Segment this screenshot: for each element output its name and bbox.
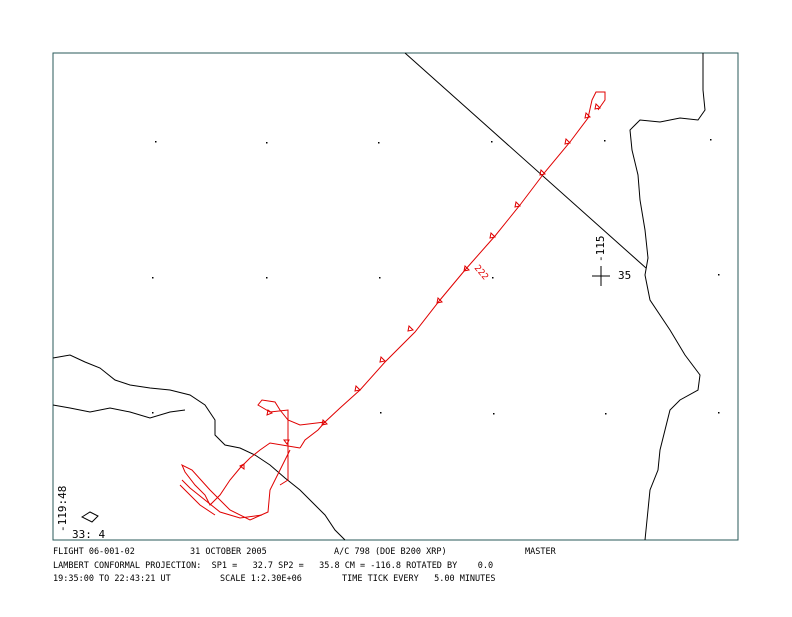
scale: SCALE 1:2.30E+06 bbox=[220, 574, 302, 584]
flight-track bbox=[179, 91, 606, 521]
time-range: 19:35:00 TO 22:43:21 UT bbox=[53, 574, 171, 584]
corner-latitude: 33: 4 bbox=[72, 528, 105, 541]
mode: MASTER bbox=[525, 547, 557, 557]
flight-id: FLIGHT 06-001-02 bbox=[53, 547, 135, 557]
reference-cross bbox=[592, 266, 610, 286]
flight-date: 31 OCTOBER 2005 bbox=[190, 547, 267, 557]
latitude-label: 35 bbox=[618, 269, 631, 282]
graticule-dots bbox=[152, 139, 720, 415]
longitude-label: -115 bbox=[594, 236, 607, 263]
coastlines bbox=[52, 52, 706, 541]
track-label: 222 bbox=[472, 264, 490, 283]
corner-longitude: -119:48 bbox=[56, 486, 69, 532]
projection: LAMBERT CONFORMAL PROJECTION: SP1 = 32.7… bbox=[53, 561, 493, 571]
aircraft: A/C 798 (DOE B200 XRP) bbox=[334, 547, 447, 557]
map-frame bbox=[52, 52, 739, 541]
time-tick: TIME TICK EVERY 5.00 MINUTES bbox=[342, 574, 496, 584]
time-ticks bbox=[239, 102, 602, 470]
